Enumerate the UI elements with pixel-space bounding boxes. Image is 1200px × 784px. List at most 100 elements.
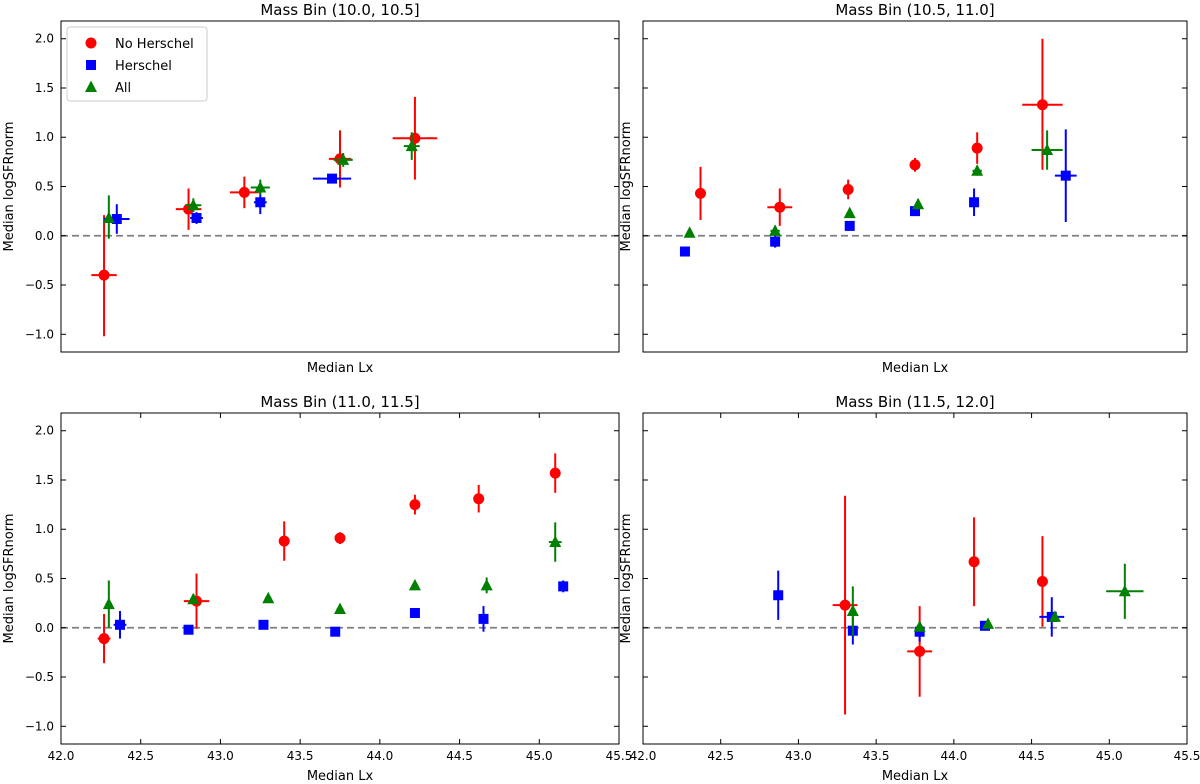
data-point (770, 236, 781, 247)
plot-frame (60, 20, 620, 353)
data-point (549, 535, 562, 548)
series-all (846, 563, 1144, 636)
plot-frame (642, 412, 1188, 745)
x-tick-label: 45.0 (526, 749, 553, 763)
data-point (183, 624, 194, 635)
y-tick-label: −0.5 (25, 278, 54, 292)
data-point (473, 493, 485, 505)
data-point (278, 535, 290, 547)
legend: No Herschel Herschel All (66, 26, 208, 102)
panel-title: Mass Bin (10.5, 11.0] (835, 1, 994, 19)
legend-label: Herschel (115, 59, 172, 74)
y-tick-label: 0.0 (35, 621, 54, 635)
panel-4: Mass Bin (11.5, 12.0] 42.0 42.5 43.0 43.5 44.… (619, 393, 1200, 784)
data-point (971, 142, 983, 154)
legend-marker (85, 37, 97, 49)
data-point (910, 206, 920, 217)
y-tick-label: −1.0 (25, 327, 54, 341)
data-point (98, 633, 110, 645)
data-point (98, 269, 110, 281)
data-point (913, 620, 926, 632)
y-tick-label: 2.0 (35, 32, 54, 46)
data-point (1036, 99, 1048, 111)
data-point (971, 164, 984, 176)
plot-frame (642, 20, 1188, 353)
data-point (839, 599, 851, 611)
x-tick-label: 42.5 (127, 749, 154, 763)
x-tick-label: 42.0 (630, 749, 657, 763)
panel-title: Mass Bin (10.0, 10.5] (260, 1, 419, 19)
data-point (102, 597, 115, 610)
y-tick-label: 1.5 (35, 81, 54, 95)
x-axis-label: Median Lx (307, 361, 374, 376)
x-tick-label: 43.5 (287, 749, 314, 763)
data-point (337, 153, 350, 165)
legend-box (66, 26, 208, 102)
y-tick-label: 2.0 (35, 424, 54, 438)
x-tick-label: 42.0 (48, 749, 75, 763)
x-tick-label: 45.5 (606, 749, 633, 763)
data-point (968, 556, 980, 568)
series-all (683, 130, 1063, 238)
legend-marker (86, 60, 96, 70)
legend-label: No Herschel (115, 37, 194, 52)
series-herschel (104, 173, 352, 234)
x-tick-label: 42.5 (707, 749, 734, 763)
legend-label: All (115, 81, 131, 96)
y-axis-label: Median logSFRnorm (619, 514, 634, 644)
x-tick-label: 44.0 (366, 749, 393, 763)
x-tick-label: 44.5 (1018, 749, 1045, 763)
x-tick-label: 43.0 (207, 749, 234, 763)
y-axis-label: Median logSFRnorm (2, 122, 17, 252)
data-point (982, 617, 995, 629)
y-tick-label: 0.0 (35, 229, 54, 243)
x-tick-label: 44.5 (446, 749, 473, 763)
x-tick-label: 45.5 (1174, 749, 1200, 763)
y-tick-label: 0.5 (35, 180, 54, 194)
data-point (258, 619, 269, 630)
data-point (1036, 575, 1048, 587)
legend-marker (85, 80, 97, 92)
data-point (1041, 143, 1054, 156)
data-point (262, 591, 275, 604)
data-point (773, 590, 784, 601)
data-point (909, 159, 921, 171)
data-point (111, 214, 122, 225)
series-all (102, 522, 562, 628)
data-point (405, 139, 418, 152)
panel-title: Mass Bin (11.0, 11.5] (260, 393, 419, 411)
data-point (844, 220, 855, 231)
data-point (683, 226, 696, 238)
x-tick-label: 44.0 (940, 749, 967, 763)
x-tick-label: 43.0 (785, 749, 812, 763)
data-point (255, 197, 266, 208)
data-point (549, 467, 561, 479)
series-all (102, 132, 420, 239)
data-point (330, 626, 341, 637)
data-point (843, 206, 856, 219)
panel-3: Mass Bin (11.0, 11.5] −1.0 −0.5 0.0 0.5 1.0 1.… (2, 393, 632, 784)
data-point (842, 183, 854, 195)
y-tick-label: −0.5 (25, 670, 54, 684)
plot-frame (60, 412, 620, 745)
data-point (478, 613, 489, 624)
data-point (238, 186, 250, 198)
x-axis-label: Median Lx (882, 361, 949, 376)
data-point (695, 187, 707, 199)
data-point (912, 197, 925, 210)
data-point (187, 198, 200, 211)
data-point (769, 224, 782, 236)
data-point (1060, 170, 1071, 181)
panel-2: Mass Bin (10.5, 11.0] Median Lx Median log… (619, 1, 1188, 376)
data-point (102, 211, 115, 224)
y-tick-label: 1.0 (35, 130, 54, 144)
series-herschel (113, 580, 569, 639)
data-point (187, 592, 200, 605)
data-point (254, 180, 267, 193)
y-axis-label: Median logSFRnorm (2, 514, 17, 644)
y-axis-label: Median logSFRnorm (619, 122, 634, 252)
data-point (480, 578, 493, 591)
data-point (1118, 584, 1131, 597)
data-point (409, 499, 421, 511)
